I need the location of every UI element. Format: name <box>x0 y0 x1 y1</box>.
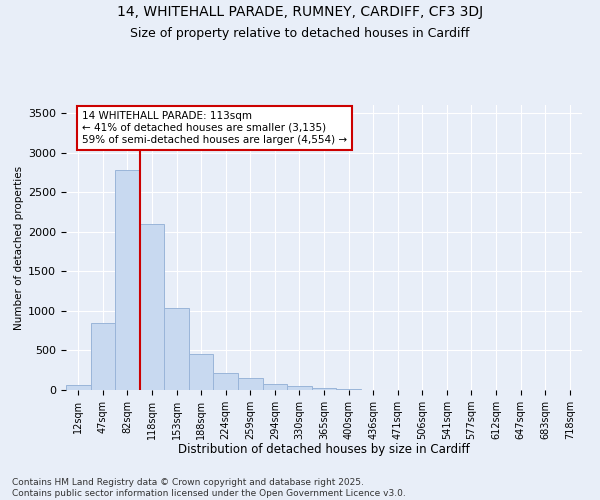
Bar <box>263 384 287 390</box>
Bar <box>287 386 312 390</box>
Bar <box>140 224 164 390</box>
Bar <box>312 388 336 390</box>
Bar <box>214 372 238 390</box>
Bar <box>66 385 91 390</box>
Bar <box>164 308 189 390</box>
Text: Contains HM Land Registry data © Crown copyright and database right 2025.
Contai: Contains HM Land Registry data © Crown c… <box>12 478 406 498</box>
Bar <box>336 389 361 390</box>
Text: 14 WHITEHALL PARADE: 113sqm
← 41% of detached houses are smaller (3,135)
59% of : 14 WHITEHALL PARADE: 113sqm ← 41% of det… <box>82 112 347 144</box>
Bar <box>91 322 115 390</box>
X-axis label: Distribution of detached houses by size in Cardiff: Distribution of detached houses by size … <box>178 444 470 456</box>
Bar <box>115 170 140 390</box>
Bar <box>238 378 263 390</box>
Bar <box>189 354 214 390</box>
Text: Size of property relative to detached houses in Cardiff: Size of property relative to detached ho… <box>130 28 470 40</box>
Y-axis label: Number of detached properties: Number of detached properties <box>14 166 24 330</box>
Text: 14, WHITEHALL PARADE, RUMNEY, CARDIFF, CF3 3DJ: 14, WHITEHALL PARADE, RUMNEY, CARDIFF, C… <box>117 5 483 19</box>
